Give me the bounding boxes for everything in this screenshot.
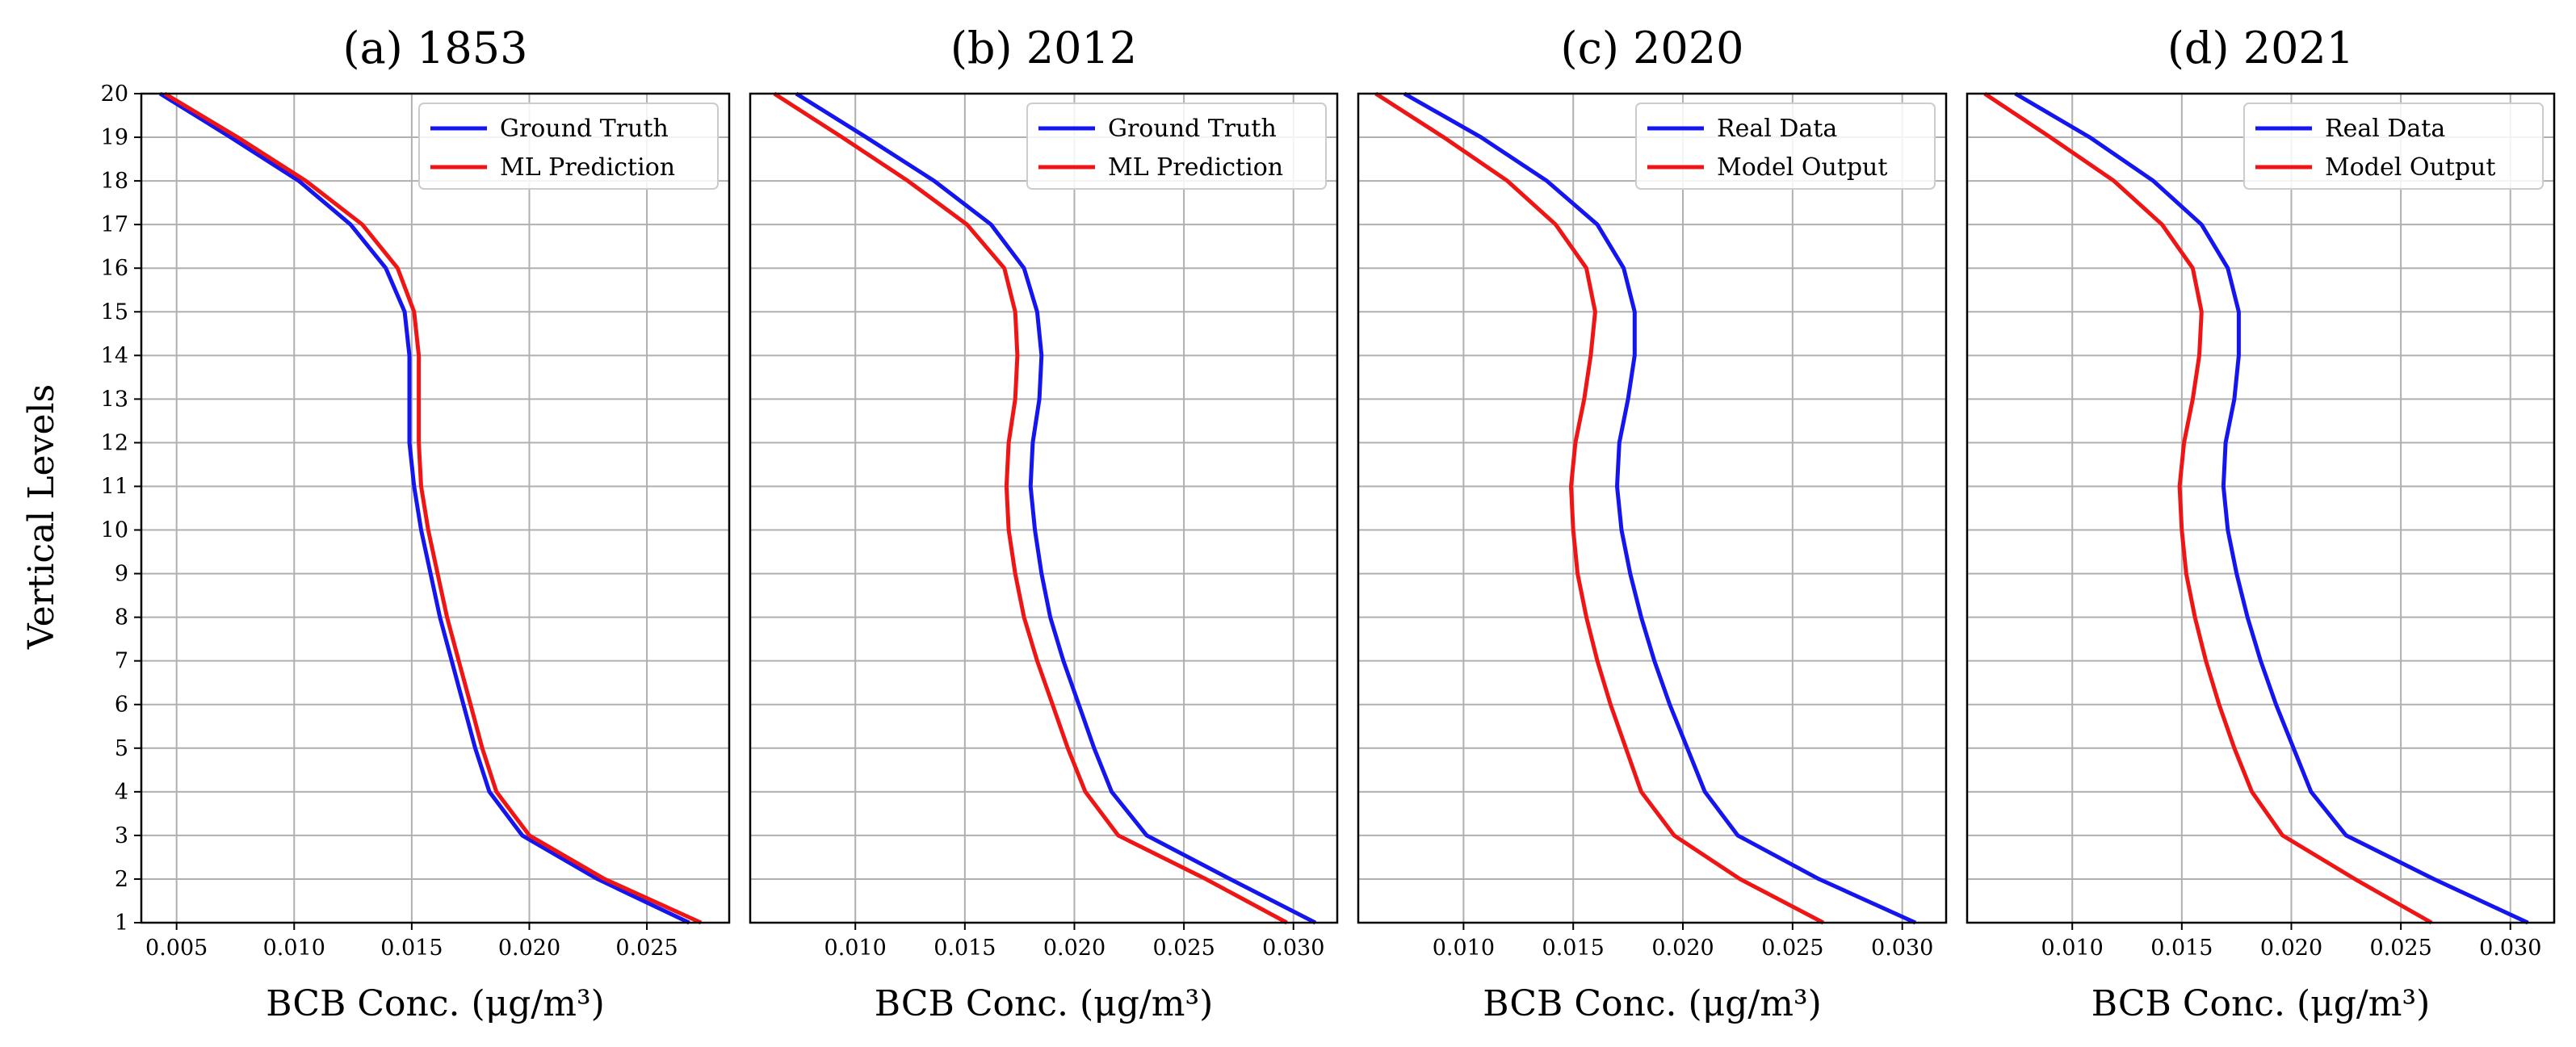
x-tick-label: 0.030 <box>1871 936 1933 961</box>
x-tick-label: 0.020 <box>1651 936 1714 961</box>
legend: Real Data Model Output <box>2243 103 2544 190</box>
legend: Ground Truth ML Prediction <box>418 103 719 190</box>
y-tick-label: 17 <box>101 212 128 237</box>
y-tick-label: 20 <box>101 82 128 107</box>
y-tick-label: 19 <box>101 125 128 150</box>
legend-box <box>2243 103 2544 190</box>
x-tick-label: 0.010 <box>1433 936 1495 961</box>
legend-box <box>1635 103 1936 190</box>
legend-label: Real Data <box>1717 115 1837 143</box>
x-axis-label: BCB Conc. (μg/m³) <box>266 983 605 1024</box>
x-axis-label: BCB Conc. (μg/m³) <box>1483 983 1822 1024</box>
plot-frame <box>1357 92 1948 924</box>
panel-3: (c) 2020 0.010 0.015 0.020 0.025 0.030 BCB Con… <box>1357 23 1948 1024</box>
x-tick-label: 0.025 <box>1761 936 1823 961</box>
series-line-1 <box>795 91 1317 925</box>
y-tick-label: 12 <box>101 430 128 455</box>
series-line-2 <box>1983 91 2433 925</box>
y-tick-label: 2 <box>115 867 128 892</box>
x-tick-label: 0.015 <box>2150 936 2213 961</box>
plot-frame <box>140 92 731 924</box>
series-line-1 <box>1403 91 1917 925</box>
legend: Real Data Model Output <box>1635 103 1936 190</box>
y-tick-label: 8 <box>115 605 128 630</box>
y-tick-label: 7 <box>115 649 128 674</box>
y-tick-label: 9 <box>115 562 128 587</box>
legend: Ground Truth ML Prediction <box>1026 103 1327 190</box>
plot-frame <box>749 92 1339 924</box>
x-axis-label: BCB Conc. (μg/m³) <box>875 983 1214 1024</box>
series-line-2 <box>773 91 1288 925</box>
legend-label: Real Data <box>2325 115 2445 143</box>
y-tick-label: 3 <box>115 823 128 848</box>
legend-label: Model Output <box>1717 153 1887 182</box>
series-line-2 <box>163 91 703 925</box>
y-tick-label: 1 <box>115 911 128 936</box>
x-tick-label: 0.025 <box>2369 936 2431 961</box>
y-tick-label: 4 <box>115 780 128 805</box>
y-tick-label: 10 <box>101 518 128 543</box>
y-tick-label: 16 <box>101 256 128 281</box>
x-tick-label: 0.020 <box>498 936 560 961</box>
x-tick-label: 0.015 <box>380 936 443 961</box>
panel-4: (d) 2021 0.010 0.015 0.020 0.025 0.030 BCB Con… <box>1966 23 2556 1024</box>
x-tick-label: 0.010 <box>2041 936 2104 961</box>
x-tick-label: 0.015 <box>1542 936 1605 961</box>
panel-title: (b) 2012 <box>950 23 1137 73</box>
x-tick-label: 0.020 <box>1043 936 1105 961</box>
legend-label: ML Prediction <box>1108 153 1283 182</box>
x-tick-label: 0.025 <box>1152 936 1215 961</box>
series-line-2 <box>1374 91 1825 925</box>
x-tick-label: 0.015 <box>933 936 996 961</box>
panel-title: (d) 2021 <box>2167 23 2354 73</box>
legend-box <box>1026 103 1327 190</box>
panel-title: (c) 2020 <box>1561 23 1744 73</box>
plot-frame <box>1966 92 2556 924</box>
series-line-1 <box>158 91 690 925</box>
x-tick-label: 0.020 <box>2260 936 2322 961</box>
x-axis-label: BCB Conc. (μg/m³) <box>2091 983 2431 1024</box>
legend-label: Model Output <box>2325 153 2495 182</box>
y-tick-label: 18 <box>101 169 128 194</box>
y-tick-label: 15 <box>101 299 128 325</box>
panel-2: (b) 2012 0.010 0.015 0.020 0.025 0.030 BCB Con… <box>749 23 1339 1024</box>
y-tick-label: 6 <box>115 693 128 718</box>
x-tick-label: 0.030 <box>1262 936 1324 961</box>
y-axis-label: Vertical Levels <box>21 384 62 650</box>
y-tick-label: 14 <box>101 343 128 368</box>
legend-label: ML Prediction <box>500 153 675 182</box>
x-tick-label: 0.010 <box>824 936 887 961</box>
x-tick-label: 0.030 <box>2479 936 2541 961</box>
x-tick-label: 0.005 <box>145 936 208 961</box>
legend-label: Ground Truth <box>500 115 669 143</box>
x-tick-label: 0.010 <box>263 936 325 961</box>
panel-title: (a) 1853 <box>343 23 528 73</box>
y-tick-label: 13 <box>101 387 128 412</box>
legend-box <box>418 103 719 190</box>
y-tick-label: 5 <box>115 736 128 761</box>
x-tick-label: 0.025 <box>615 936 678 961</box>
series-line-1 <box>2014 91 2529 925</box>
legend-label: Ground Truth <box>1108 115 1277 143</box>
y-tick-label: 11 <box>101 474 128 499</box>
